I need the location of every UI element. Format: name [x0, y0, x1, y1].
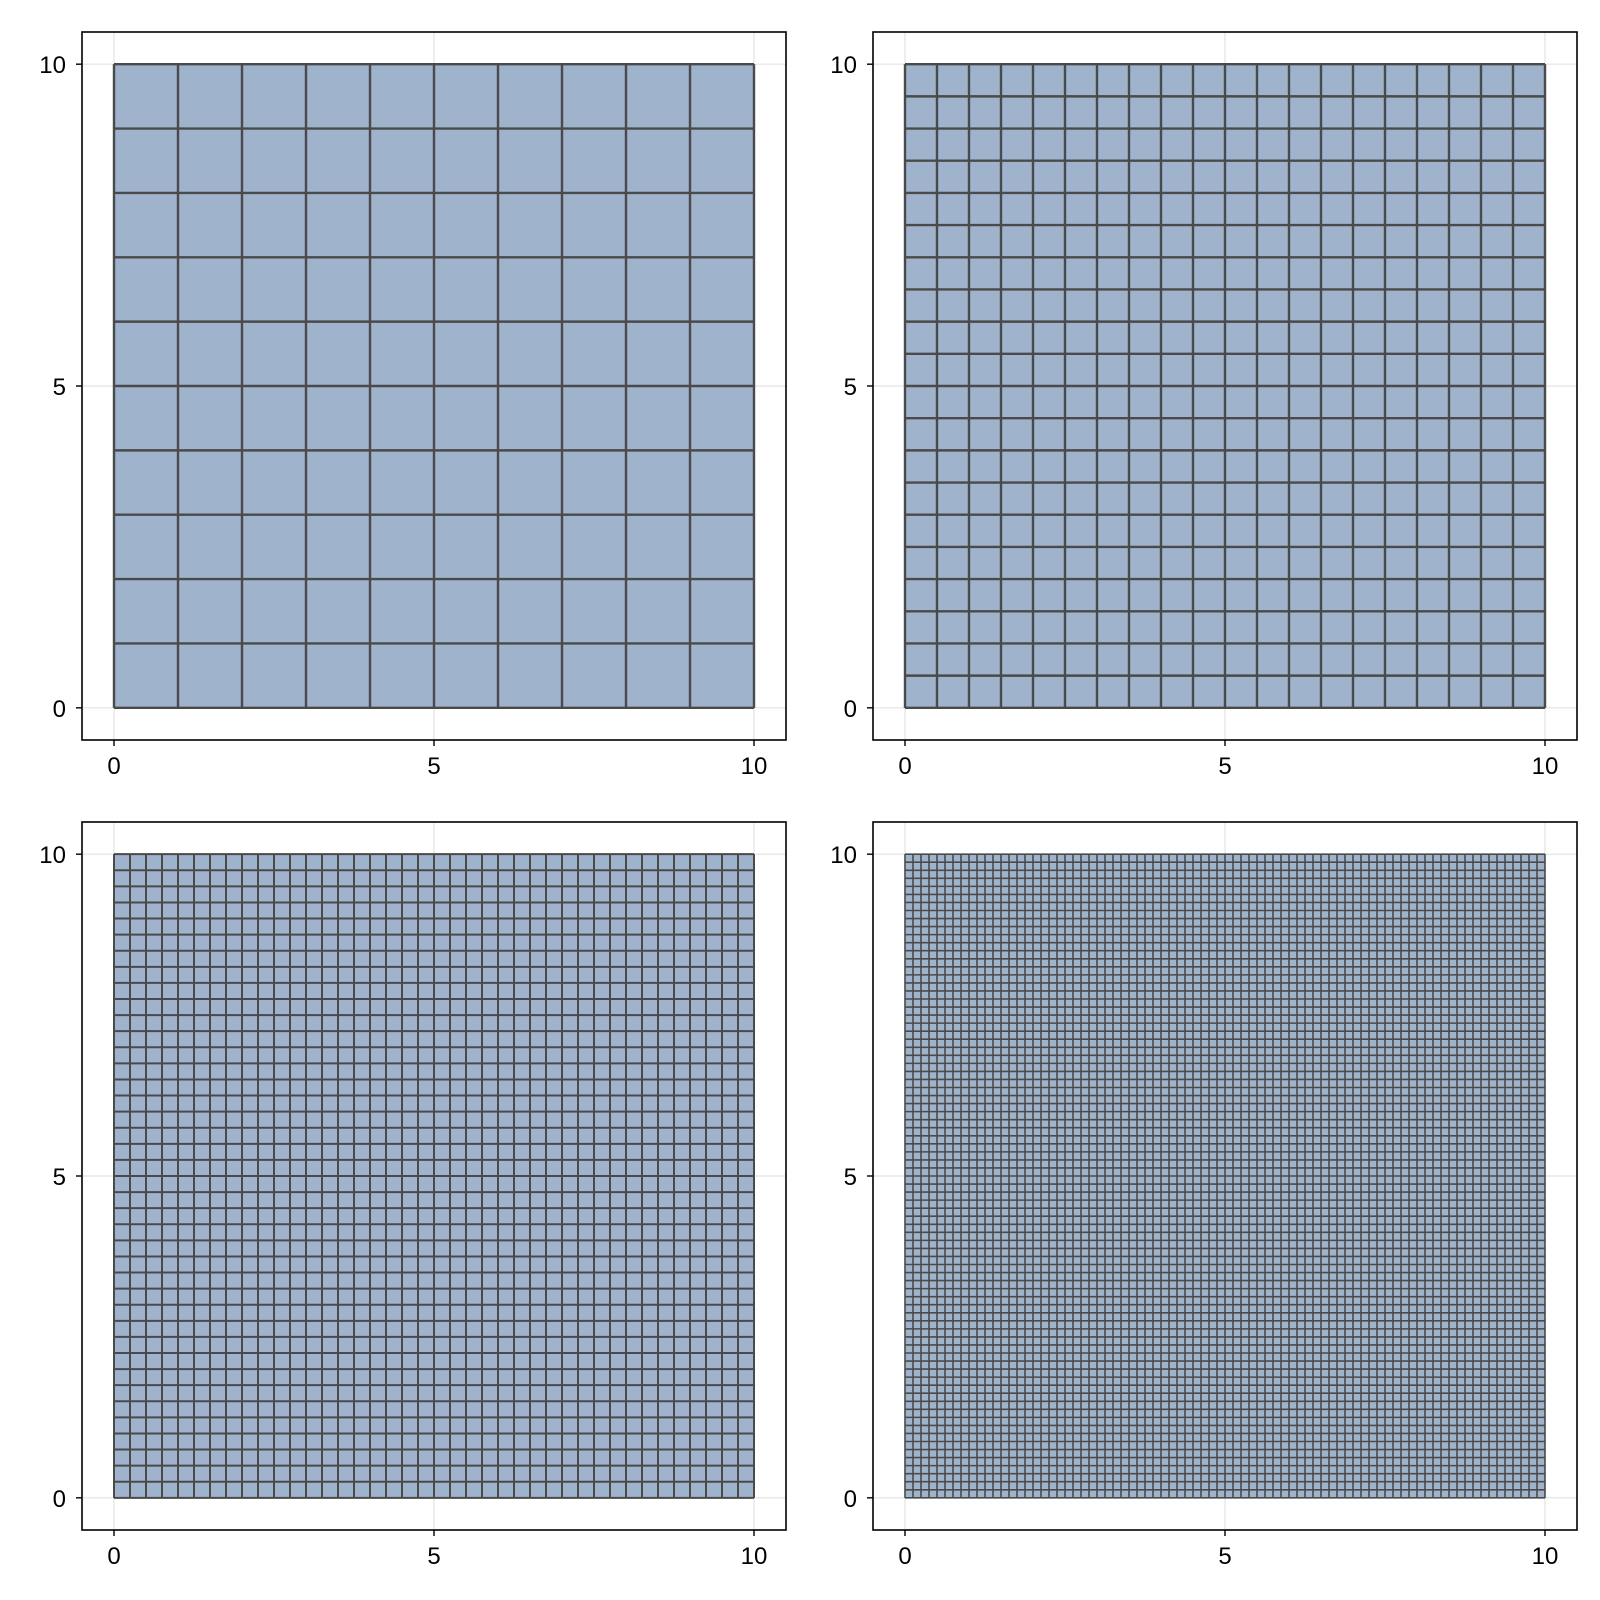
y-tick-label: 5	[53, 1164, 66, 1191]
x-tick-label: 0	[107, 753, 120, 780]
x-tick-label: 10	[741, 753, 768, 780]
x-tick-label: 5	[1218, 1543, 1231, 1570]
y-tick-label: 0	[53, 696, 66, 723]
x-tick-label: 0	[898, 753, 911, 780]
y-tick-label: 5	[844, 374, 857, 401]
mesh-edges	[903, 62, 1547, 710]
y-tick-label: 0	[844, 1486, 857, 1513]
y-tick-label: 5	[844, 1164, 857, 1191]
y-tick-label: 0	[844, 696, 857, 723]
mesh-edges	[112, 62, 756, 710]
x-tick-label: 5	[427, 1543, 440, 1570]
y-tick-label: 10	[830, 842, 857, 869]
x-tick-label: 5	[427, 753, 440, 780]
mesh-edges	[113, 853, 755, 1499]
x-tick-label: 0	[107, 1543, 120, 1570]
x-tick-label: 0	[898, 1543, 911, 1570]
x-tick-label: 5	[1218, 753, 1231, 780]
mesh-panel-4: 0 5 10 0 5 10	[830, 821, 1578, 1570]
y-tick-label: 10	[39, 52, 66, 79]
x-tick-label: 10	[1532, 1543, 1559, 1570]
y-tick-label: 10	[830, 52, 857, 79]
x-tick-label: 10	[1532, 753, 1559, 780]
y-tick-label: 10	[39, 842, 66, 869]
mesh-edges	[904, 853, 1546, 1499]
mesh-panel-3: 0 5 10 0 5 10	[39, 821, 787, 1570]
x-tick-label: 10	[741, 1543, 768, 1570]
y-tick-label: 0	[53, 1486, 66, 1513]
mesh-panel-2: 0 5 10 0 5 10	[830, 31, 1578, 780]
mesh-panel-1: 0 5 10 0 5 10	[39, 31, 787, 780]
y-tick-label: 5	[53, 374, 66, 401]
